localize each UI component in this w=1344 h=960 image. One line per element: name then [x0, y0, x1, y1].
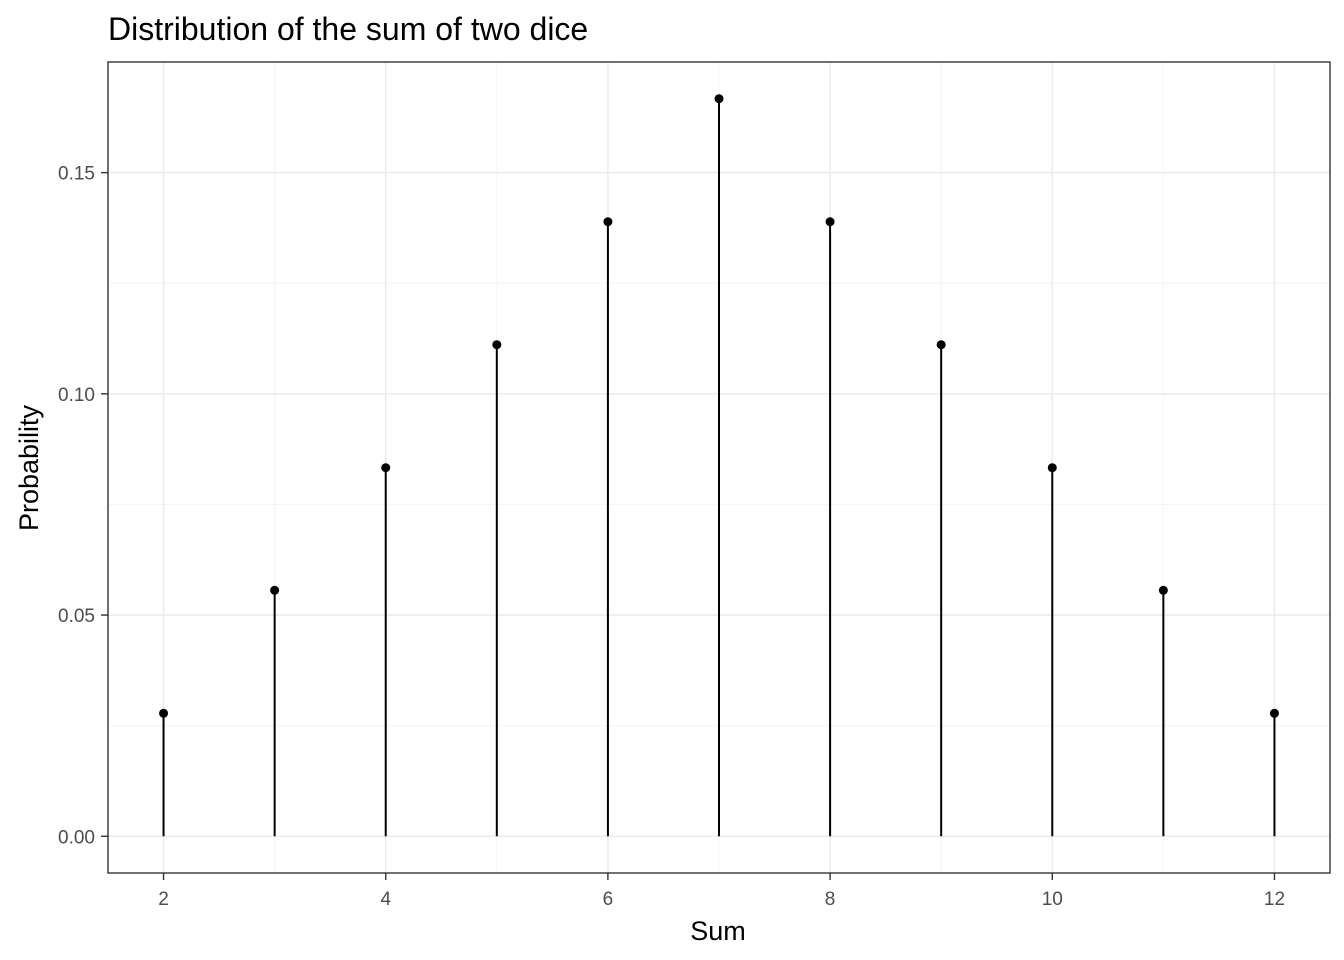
- lollipop-point: [381, 463, 391, 473]
- lollipop-point: [936, 340, 946, 350]
- lollipop-point: [270, 585, 280, 595]
- lollipop-point: [1047, 463, 1057, 473]
- x-tick-label: 6: [603, 889, 614, 910]
- x-tick-label: 4: [380, 889, 391, 910]
- x-tick-label: 10: [1042, 889, 1063, 910]
- chart-title: Distribution of the sum of two dice: [108, 11, 588, 47]
- y-tick-label: 0.10: [58, 385, 95, 406]
- y-axis-title: Probability: [14, 404, 44, 531]
- lollipop-point: [492, 340, 502, 350]
- x-tick-label: 12: [1264, 889, 1285, 910]
- lollipop-point: [714, 94, 724, 104]
- lollipop-point: [603, 217, 613, 227]
- y-tick-label: 0.00: [58, 827, 95, 848]
- y-tick-label: 0.05: [58, 606, 95, 627]
- y-tick-label: 0.15: [58, 164, 95, 185]
- lollipop-point: [159, 708, 169, 718]
- x-axis: 2 4 6 8 10 12: [158, 873, 1285, 910]
- panel-border: [107, 61, 1331, 874]
- x-tick-label: 8: [825, 889, 836, 910]
- x-tick-label: 2: [158, 889, 169, 910]
- lollipop-point: [1158, 585, 1168, 595]
- lollipop-point: [825, 217, 835, 227]
- y-axis: 0.00 0.05 0.10 0.15: [58, 164, 108, 848]
- x-axis-title: Sum: [690, 916, 746, 946]
- lollipop-marks: [159, 94, 1279, 837]
- lollipop-point: [1269, 708, 1279, 718]
